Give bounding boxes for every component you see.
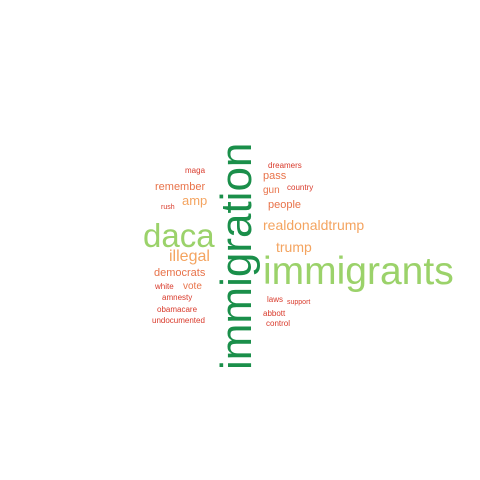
word-white: white <box>155 282 174 291</box>
word-immigration: immigration <box>212 142 261 370</box>
word-realdonaldtrump: realdonaldtrump <box>263 217 365 233</box>
word-illegal: illegal <box>169 248 210 265</box>
word-support: support <box>287 299 311 306</box>
word-amnesty: amnesty <box>162 293 193 302</box>
word-laws: laws <box>267 295 284 304</box>
word-control: control <box>266 319 291 328</box>
word-rush: rush <box>161 204 175 211</box>
word-remember: remember <box>155 181 206 193</box>
word-country: country <box>287 183 314 192</box>
word-dreamers: dreamers <box>268 161 302 170</box>
word-gun: gun <box>263 185 280 196</box>
word-democrats: democrats <box>154 267 206 279</box>
word-maga: maga <box>185 166 206 175</box>
word-vote: vote <box>183 281 202 292</box>
word-people: people <box>268 199 302 211</box>
word-abbott: abbott <box>263 309 286 318</box>
word-obamacare: obamacare <box>157 305 198 314</box>
word-undocumented: undocumented <box>152 316 205 325</box>
word-daca: daca <box>143 217 215 254</box>
word-immigrants: immigrants <box>263 250 454 293</box>
word-pass: pass <box>263 170 287 182</box>
word-amp: amp <box>182 193 208 208</box>
word-trump: trump <box>276 239 312 255</box>
